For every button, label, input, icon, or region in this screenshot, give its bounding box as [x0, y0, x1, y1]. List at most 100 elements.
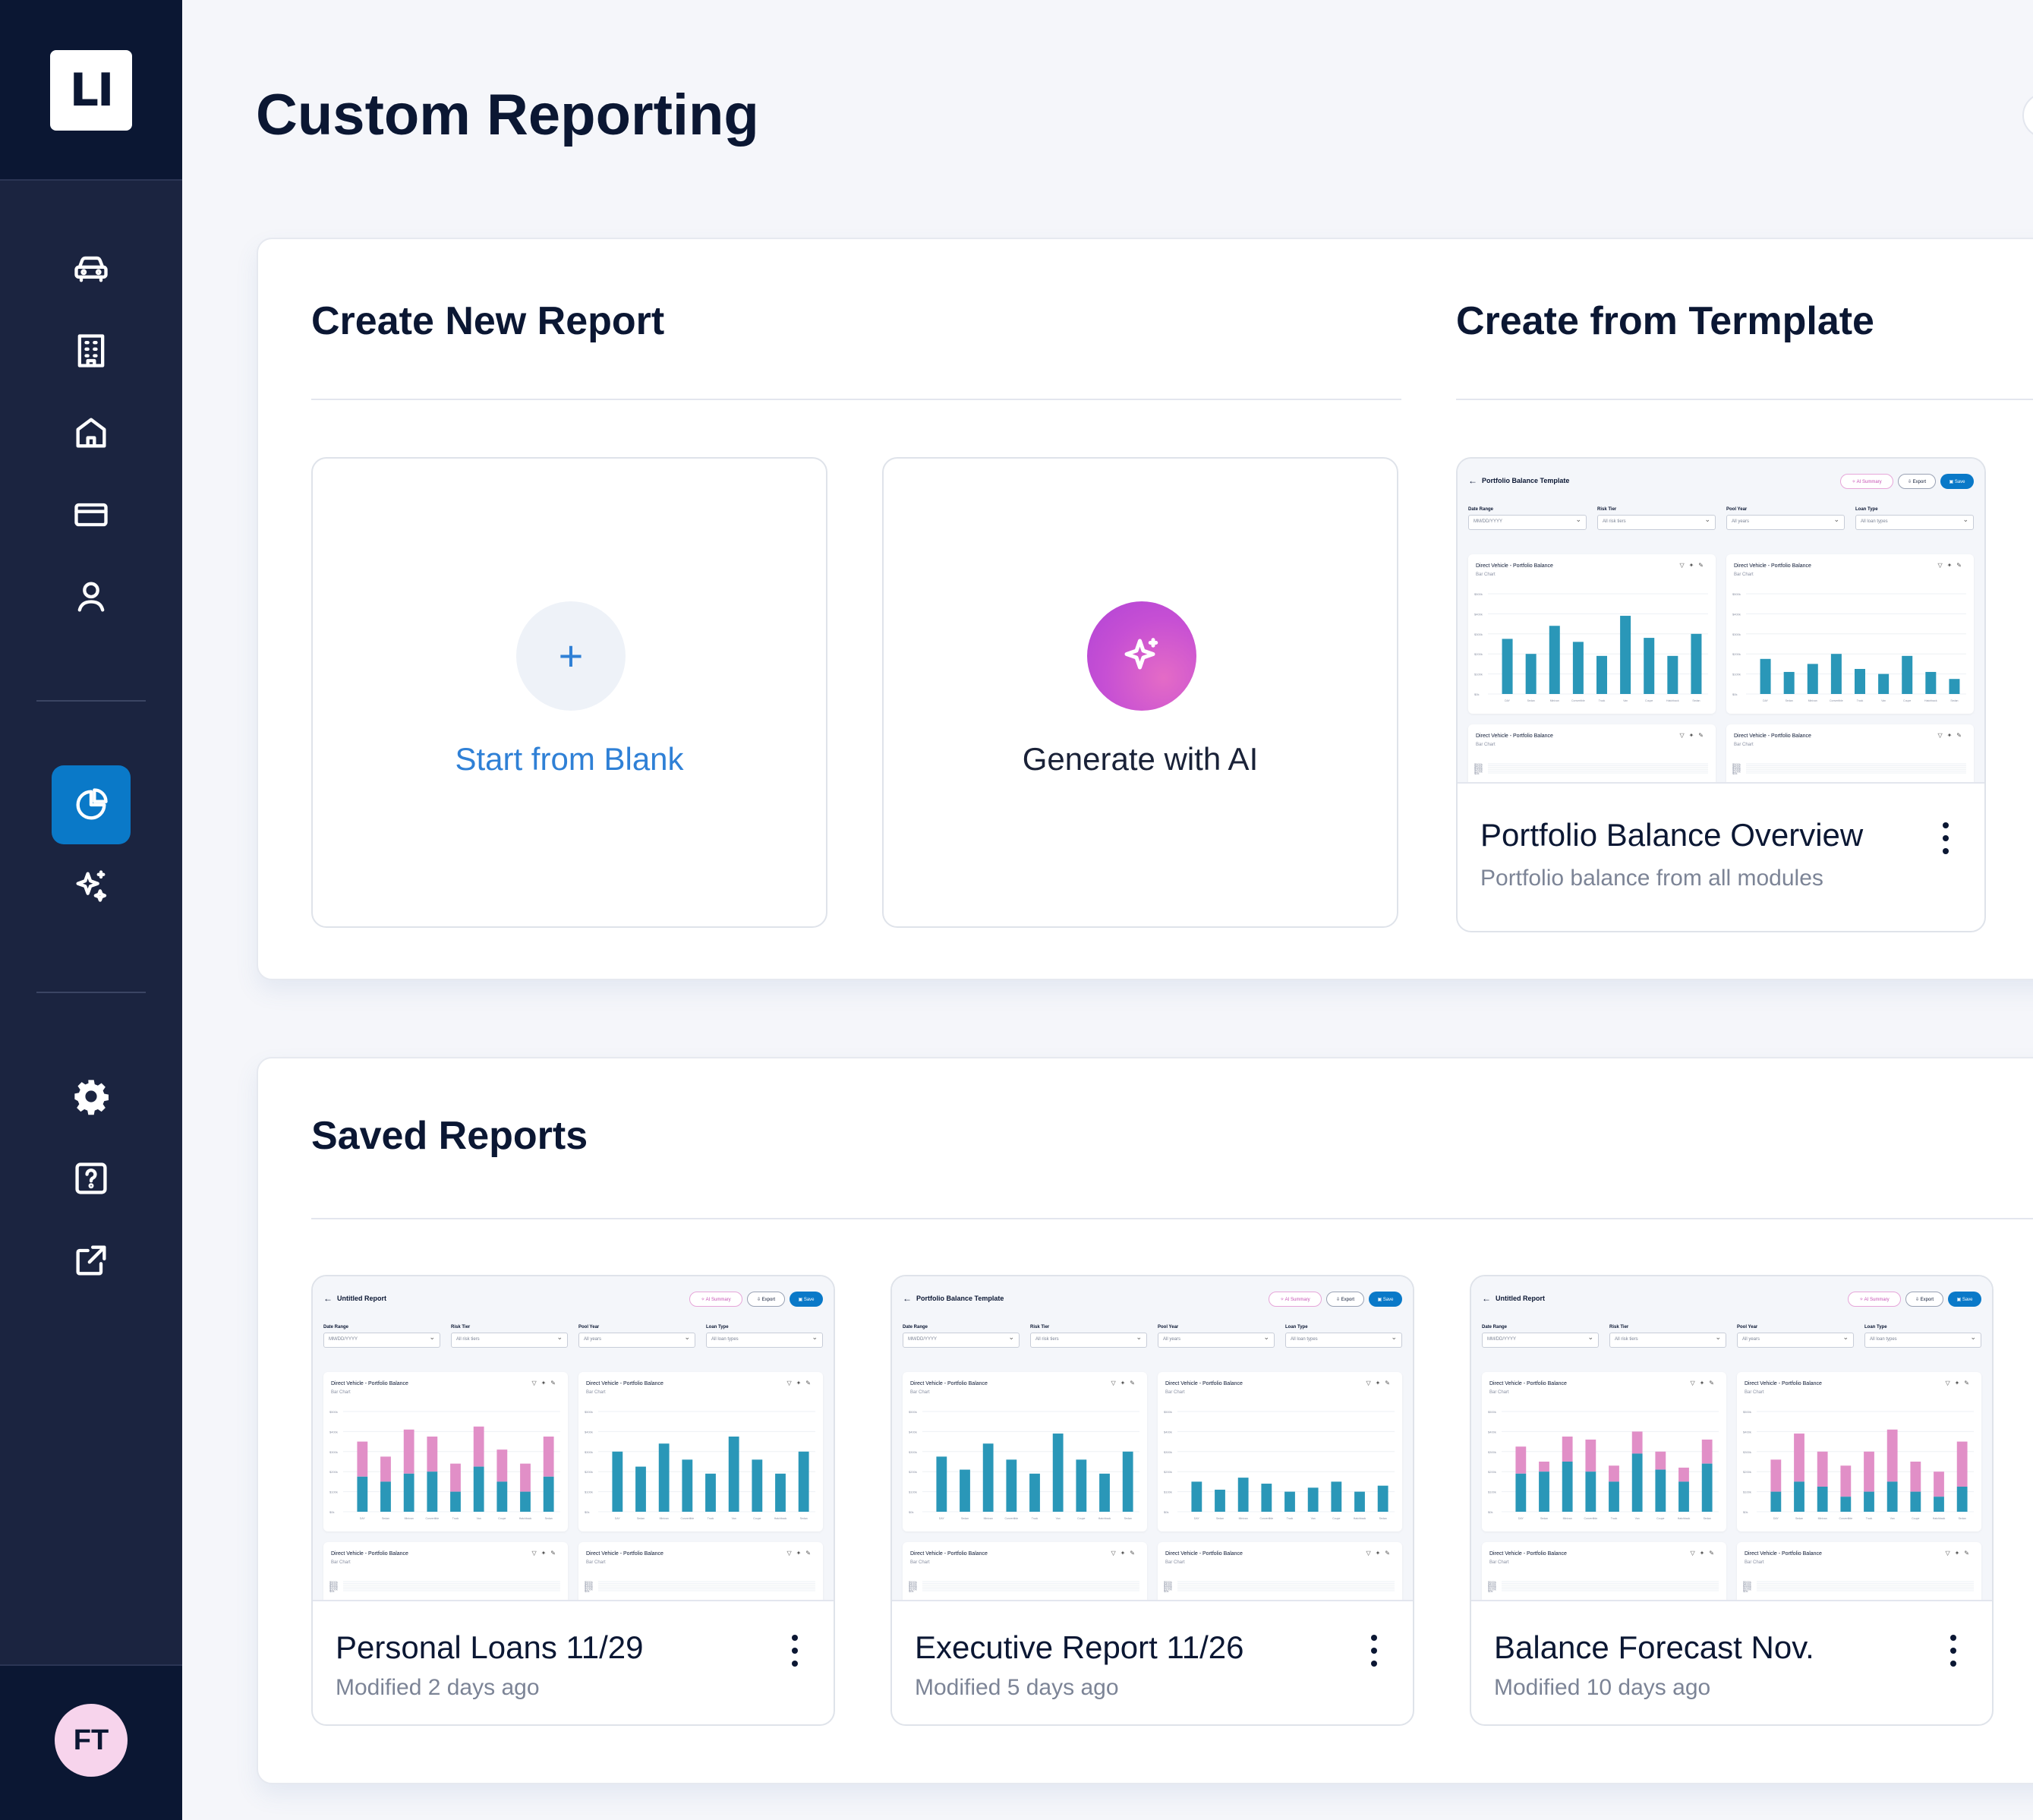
pie-chart-icon[interactable] — [52, 765, 131, 844]
kebab-menu-icon[interactable] — [1942, 1632, 1965, 1670]
mini-x-tick: Minivan — [1239, 1517, 1248, 1520]
mini-y-tick: $200k — [909, 1470, 917, 1474]
sparkle-icon — [1087, 601, 1196, 711]
mini-y-tick: $500k — [585, 1580, 593, 1584]
mini-chart-title: Direct Vehicle - Portfolio Balance — [331, 1381, 408, 1386]
mini-x-tick: DAY — [360, 1517, 366, 1520]
mini-y-tick: $100k — [1732, 673, 1741, 677]
mini-chart-tools-icon: ▽✦✎ — [1690, 1550, 1719, 1557]
mini-bar — [473, 1466, 484, 1512]
mini-bar-chart: $500k$400k$300k$200k$100k$0k — [1743, 1580, 1974, 1593]
mini-bar — [1794, 1481, 1804, 1512]
mini-x-tick: DAY — [615, 1517, 621, 1520]
report-thumbnail: ← Untitled Report ✧ AI Summary ⇩ Export ▣ Sa… — [1471, 1276, 1992, 1601]
saved-report-card[interactable]: ← Untitled Report ✧ AI Summary ⇩ Export ▣ Sa… — [311, 1275, 835, 1726]
mini-y-tick: $500k — [1743, 1410, 1751, 1414]
mini-filter-label: Pool Year — [1158, 1325, 1179, 1330]
mini-y-tick: $500k — [1732, 762, 1741, 766]
mini-chart-title: Direct Vehicle - Portfolio Balance — [1489, 1381, 1567, 1386]
mini-chart-tools-icon: ▽✦✎ — [1679, 562, 1708, 569]
mini-x-tick: Hatchback — [1678, 1517, 1691, 1520]
mini-chart-tools-icon: ▽✦✎ — [1937, 732, 1966, 739]
mini-bar — [612, 1451, 623, 1512]
mini-bar — [1609, 1481, 1619, 1512]
kebab-menu-icon[interactable] — [1934, 819, 1957, 857]
report-thumbnail: ← Untitled Report ✧ AI Summary ⇩ Export ▣ Sa… — [313, 1276, 834, 1601]
mini-export-button: ⇩ Export — [1898, 474, 1936, 489]
mini-y-tick: $200k — [1488, 1585, 1496, 1589]
header-action-button[interactable] — [2022, 93, 2033, 138]
mini-y-tick: $300k — [585, 1584, 593, 1588]
mini-chart-tools-icon: ▽✦✎ — [531, 1550, 560, 1557]
mini-bar — [496, 1481, 508, 1512]
template-card[interactable]: ← Portfolio Balance Template ✧ AI Summary ⇩… — [1456, 457, 1986, 932]
building-icon[interactable] — [52, 311, 131, 390]
mini-chart-card: $500k $400k $300k $200k $100k $0k Direct Vehic… — [1726, 724, 1974, 782]
mini-chart-tools-icon: ▽✦✎ — [1679, 732, 1708, 739]
mini-y-tick: $100k — [1488, 1490, 1496, 1494]
credit-card-icon[interactable] — [52, 475, 131, 554]
mini-y-tick: $400k — [1732, 612, 1741, 616]
mini-chart-subtitle: Bar Chart — [331, 1560, 351, 1565]
mini-filter-field: Risk Tier All risk tiers — [1609, 1325, 1726, 1351]
section-divider — [311, 399, 1401, 400]
sparkle-icon[interactable] — [52, 847, 131, 926]
saved-report-card[interactable]: ← Untitled Report ✧ AI Summary ⇩ Export ▣ Sa… — [1470, 1275, 1994, 1726]
kebab-menu-icon[interactable] — [1363, 1632, 1385, 1670]
page-title: Custom Reporting — [256, 83, 759, 147]
mini-y-tick: $200k — [1488, 1470, 1496, 1474]
mini-y-tick: $500k — [1743, 1580, 1751, 1584]
mini-report-title: Portfolio Balance Template — [1482, 477, 1570, 484]
mini-x-tick: Hatchback — [1354, 1517, 1366, 1520]
mini-bar — [1539, 1471, 1549, 1512]
mini-x-tick: Truck — [1287, 1517, 1294, 1520]
mini-y-tick: $0k — [329, 1510, 334, 1514]
mini-filter-select: MM/DD/YYYY — [323, 1333, 440, 1348]
mini-filter-select: All risk tiers — [451, 1333, 568, 1348]
mini-x-tick: Sedan — [1692, 699, 1700, 702]
mini-save-button: ▣ Save — [1940, 474, 1974, 489]
app-logo[interactable]: LI — [50, 50, 132, 131]
mini-filter-field: Date Range MM/DD/YYYY — [903, 1325, 1020, 1351]
avatar[interactable]: FT — [55, 1704, 128, 1777]
external-link-icon[interactable] — [52, 1221, 131, 1300]
mini-chart-subtitle: Bar Chart — [1489, 1560, 1509, 1565]
mini-filter-select: MM/DD/YYYY — [903, 1333, 1020, 1348]
generate-with-ai-card[interactable]: Generate with AI — [882, 457, 1398, 928]
mini-y-tick: $500k — [1474, 592, 1483, 596]
mini-bar-top — [1956, 1441, 1968, 1487]
mini-bar-top — [1539, 1462, 1549, 1472]
home-icon[interactable] — [52, 393, 131, 472]
mini-chart-card: $500k $400k $300k $200k $100k $0k Direct Vehic… — [578, 1542, 823, 1600]
mini-x-tick: Coupe — [498, 1517, 506, 1520]
mini-chart-card: $500k $400k $300k $200k $100k $0k Direct Vehic… — [1468, 724, 1716, 782]
mini-bar — [1770, 1491, 1782, 1512]
mini-chart-card: $500k $400k $300k $200k $100k $0k DAY Sedan Mini… — [1468, 554, 1716, 714]
mini-x-tick: Truck — [452, 1517, 459, 1520]
mini-report-title: Untitled Report — [337, 1295, 386, 1302]
kebab-menu-icon[interactable] — [783, 1632, 806, 1670]
mini-bar — [1052, 1434, 1064, 1512]
mini-bar — [1949, 679, 1960, 694]
saved-reports-panel: Saved Reports ← Untitled Report ✧ AI Summa… — [257, 1057, 2033, 1784]
mini-chart-title: Direct Vehicle - Portfolio Balance — [910, 1381, 988, 1386]
mini-x-tick: Convertible — [1571, 699, 1585, 702]
mini-bar — [1631, 1453, 1643, 1512]
mini-y-tick: $400k — [1743, 1582, 1751, 1585]
mini-x-tick: Sedan — [1527, 699, 1535, 702]
gear-icon[interactable] — [52, 1057, 131, 1136]
mini-ai-summary-button: ✧ AI Summary — [1848, 1292, 1901, 1307]
report-modified: Modified 2 days ago — [336, 1675, 540, 1700]
user-icon[interactable] — [52, 557, 131, 636]
start-from-blank-card[interactable]: + Start from Blank — [311, 457, 827, 928]
mini-y-tick: $400k — [1488, 1582, 1496, 1585]
mini-y-tick: $0k — [1743, 1589, 1748, 1593]
start-from-blank-label: Start from Blank — [455, 741, 684, 777]
mini-chart-title: Direct Vehicle - Portfolio Balance — [331, 1551, 408, 1557]
mini-chart-tools-icon: ▽✦✎ — [1111, 1550, 1139, 1557]
saved-report-card[interactable]: ← Portfolio Balance Template ✧ AI Summary ⇩… — [890, 1275, 1414, 1726]
help-icon[interactable] — [52, 1139, 131, 1218]
mini-bar — [403, 1473, 414, 1512]
mini-bar — [520, 1491, 531, 1512]
car-icon[interactable] — [52, 229, 131, 308]
